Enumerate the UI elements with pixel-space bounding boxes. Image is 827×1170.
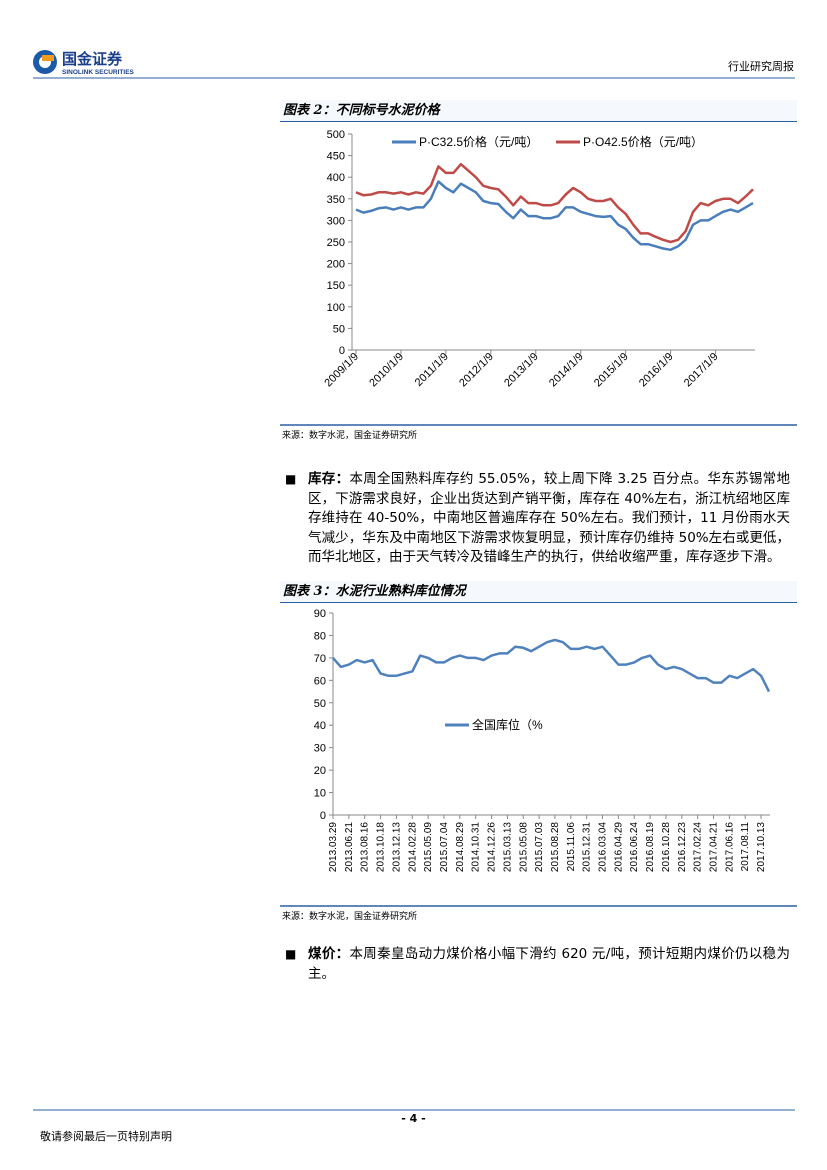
x-tick-label: 2015.05.09 [423, 822, 434, 872]
logo-icon [33, 50, 57, 74]
y-tick-label: 30 [314, 743, 326, 755]
y-tick-label: 60 [314, 675, 326, 687]
y-tick-label: 20 [314, 765, 326, 777]
x-tick-label: 2016.03.04 [598, 822, 609, 872]
figure-source: 来源：数字水泥，国金证券研究所 [282, 912, 418, 922]
figure-source: 来源：数字水泥，国金证券研究所 [282, 431, 418, 441]
x-tick-label: 2014.08.29 [455, 822, 466, 872]
disclaimer: 敬请参阅最后一页特别声明 [40, 1130, 172, 1143]
x-tick-label: 2013.03.29 [328, 822, 339, 872]
y-tick-label: 150 [327, 280, 345, 292]
y-tick-label: 350 [327, 194, 345, 206]
bullet: ■ [285, 472, 297, 486]
figure-title: 图表 3：水泥行业熟料库位情况 [280, 581, 797, 603]
y-tick-label: 250 [327, 237, 345, 249]
y-tick-label: 40 [314, 720, 326, 732]
bullet: ■ [285, 947, 297, 961]
legend-label: P·O42.5价格（元/吨） [583, 134, 703, 149]
page-number: - 4 - [401, 1112, 426, 1125]
y-tick-label: 450 [327, 151, 345, 163]
paragraph: 库存：本周全国熟料库存约 55.05%，较上周下降 3.25 百分点。华东苏锡常… [308, 470, 790, 568]
y-tick-label: 10 [314, 788, 326, 800]
y-tick-label: 0 [320, 810, 326, 822]
x-tick-label: 2017.08.11 [740, 822, 751, 872]
paragraph-text: 本周全国熟料库存约 55.05%，较上周下降 3.25 百分点。华东苏锡常地区，… [308, 471, 790, 566]
figure-title: 图表 2：不同标号水泥价格 [280, 100, 797, 122]
x-tick-label: 2017.10.13 [756, 822, 767, 872]
y-tick-label: 50 [333, 323, 345, 335]
x-tick-label: 2011/1/9 [413, 351, 451, 389]
y-tick-label: 200 [327, 259, 345, 271]
series-line [355, 162, 754, 244]
x-tick-label: 2013.08.16 [360, 822, 371, 872]
x-tick-label: 2013.10.18 [376, 822, 387, 872]
y-tick-label: 500 [327, 129, 345, 141]
x-tick-label: 2010/1/9 [367, 351, 406, 390]
x-tick-label: 2014.02.28 [407, 822, 418, 872]
x-tick-label: 2016/1/9 [637, 351, 676, 390]
x-tick-label: 2016.12.23 [677, 822, 688, 872]
legend-label: P·C32.5价格（元/吨） [419, 134, 538, 149]
paragraph: 煤价：本周秦皇岛动力煤价格小幅下滑约 620 元/吨，预计短期内煤价仍以稳为主。 [308, 945, 790, 984]
x-tick-label: 2013/1/9 [502, 351, 541, 390]
y-tick-label: 90 [314, 608, 326, 620]
x-tick-label: 2014/1/9 [547, 351, 586, 390]
x-tick-label: 2017.04.21 [709, 822, 720, 872]
x-tick-label: 2016.04.29 [613, 822, 624, 872]
legend-label: 全国库位（% [472, 717, 543, 732]
x-tick-label: 2014.10.31 [471, 822, 482, 872]
x-tick-label: 2014.12.26 [487, 822, 498, 872]
paragraph-lead: 库存： [308, 471, 350, 487]
x-tick-label: 2015/1/9 [592, 351, 631, 390]
y-tick-label: 300 [327, 215, 345, 227]
x-tick-label: 2013.06.21 [344, 822, 355, 872]
y-tick-label: 80 [314, 630, 326, 642]
x-tick-label: 2016.10.28 [661, 822, 672, 872]
x-tick-label: 2017.06.16 [724, 822, 735, 872]
series-line [332, 638, 771, 693]
report-type: 行业研究周报 [728, 59, 794, 73]
x-tick-label: 2015.03.13 [502, 822, 513, 872]
x-tick-label: 2016.06.24 [629, 822, 640, 872]
x-tick-label: 2015.11.06 [566, 822, 577, 872]
x-tick-label: 2015.12.31 [582, 822, 593, 872]
x-tick-label: 2017/1/9 [682, 351, 721, 390]
x-tick-label: 2012/1/9 [457, 351, 496, 390]
y-tick-label: 0 [339, 345, 345, 357]
y-tick-label: 400 [327, 172, 345, 184]
x-tick-label: 2015.05.08 [518, 822, 529, 872]
y-tick-label: 70 [314, 653, 326, 665]
x-tick-label: 2015.08.28 [550, 822, 561, 872]
paragraph-lead: 煤价： [308, 946, 350, 962]
x-tick-label: 2013.12.13 [391, 822, 402, 872]
x-tick-label: 2017.02.24 [693, 822, 704, 872]
x-tick-label: 2015.07.04 [439, 822, 450, 872]
x-tick-label: 2016.08.19 [645, 822, 656, 872]
logo-en: SINOLINK SECURITIES [62, 69, 135, 76]
y-tick-label: 100 [327, 302, 345, 314]
paragraph-text: 本周秦皇岛动力煤价格小幅下滑约 620 元/吨，预计短期内煤价仍以稳为主。 [308, 946, 790, 982]
logo-cn: 国金证券 [62, 50, 123, 68]
y-tick-label: 50 [314, 698, 326, 710]
x-tick-label: 2015.07.03 [534, 822, 545, 872]
series-line [355, 180, 754, 252]
